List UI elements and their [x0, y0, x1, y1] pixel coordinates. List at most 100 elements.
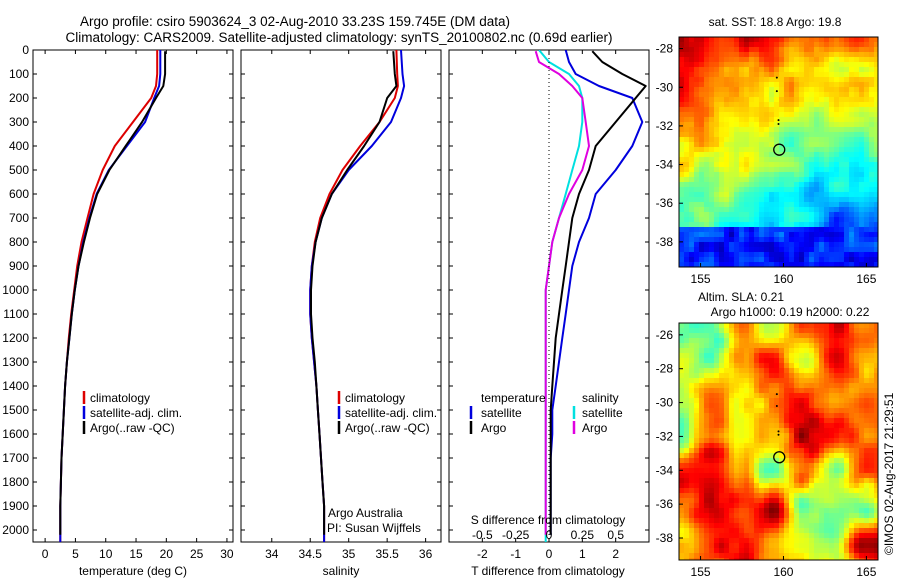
- g-sla-cell: [684, 438, 690, 444]
- g-sst-cell: [829, 217, 835, 223]
- g-sla-cell: [719, 368, 725, 374]
- g-sla-cell: [694, 348, 700, 354]
- g-sla-cell: [824, 493, 830, 499]
- g-sla-cell: [819, 443, 825, 449]
- g-sla-cell: [754, 528, 760, 534]
- g-sst-cell: [774, 107, 780, 113]
- g-sst-cell: [749, 92, 755, 98]
- g-sst-cell: [819, 182, 825, 188]
- g-sst-cell: [844, 87, 850, 93]
- g-sla-cell: [789, 498, 795, 504]
- g-sst-cell: [704, 37, 710, 43]
- g-sla-cell: [784, 508, 790, 514]
- g-sst-ytick-label: -38: [656, 235, 674, 249]
- g-sst-cell: [749, 182, 755, 188]
- g-sla-cell: [819, 343, 825, 349]
- g-sla-cell: [684, 343, 690, 349]
- g-sst-cell: [734, 182, 740, 188]
- g-sla-cell: [764, 418, 770, 424]
- g-sla-cell: [769, 523, 775, 529]
- g-sst-cell: [694, 227, 700, 233]
- g-sst-cell: [814, 92, 820, 98]
- g-sst-cell: [764, 172, 770, 178]
- g-sst-cell: [689, 187, 695, 193]
- g-sla-cell: [699, 443, 705, 449]
- g-sla-cell: [874, 348, 878, 354]
- g-sla-cell: [789, 383, 795, 389]
- g-sla-cell: [819, 503, 825, 509]
- g-sst-cell: [724, 247, 730, 253]
- g-sla-cell: [854, 368, 860, 374]
- g-sst-cell: [814, 227, 820, 233]
- g-sst-cell: [834, 222, 840, 228]
- g-sla-cell: [724, 458, 730, 464]
- g-sst-cell: [829, 107, 835, 113]
- g-sst-cell: [704, 182, 710, 188]
- g-sla-cell: [709, 368, 715, 374]
- g-sst-cell: [759, 77, 765, 83]
- g-sst-cell: [734, 242, 740, 248]
- g-sst-cell: [804, 52, 810, 58]
- g-sst-cell: [834, 242, 840, 248]
- g-sla-cell: [724, 483, 730, 489]
- g-sla-cell: [769, 453, 775, 459]
- g-sst-cell: [774, 102, 780, 108]
- g-sst-cell: [764, 167, 770, 173]
- g-sst-cell: [719, 182, 725, 188]
- g-sla-cell: [779, 458, 785, 464]
- g-sla-cell: [754, 558, 760, 560]
- g-sst-cell: [719, 157, 725, 163]
- g-sst-cell: [714, 97, 720, 103]
- g-sla-cell: [799, 338, 805, 344]
- g-sla-cell: [744, 493, 750, 499]
- g-sst-cell: [744, 62, 750, 68]
- g-sst-cell: [859, 132, 865, 138]
- g-sla-cell: [679, 363, 685, 369]
- g-sst-cell: [714, 257, 720, 263]
- g-sst-cell: [824, 107, 830, 113]
- g-sla-cell: [789, 323, 795, 329]
- g-sst-cell: [859, 142, 865, 148]
- g-sla-cell: [799, 518, 805, 524]
- g-sst-cell: [744, 102, 750, 108]
- g-sla-cell: [754, 458, 760, 464]
- g-sla-cell: [734, 513, 740, 519]
- g-sla-cell: [799, 383, 805, 389]
- g-sst-cell: [749, 142, 755, 148]
- g-sla-cell: [764, 383, 770, 389]
- g-sla-cell: [824, 368, 830, 374]
- g-sla-cell: [719, 493, 725, 499]
- g-sla-cell: [864, 493, 870, 499]
- g-sla-cell: [869, 363, 875, 369]
- g-sst-cell: [709, 97, 715, 103]
- g-sla-cell: [779, 338, 785, 344]
- g-sst-cell: [864, 232, 870, 238]
- temp-legend-argo: Argo(..raw -QC): [90, 421, 175, 435]
- g-sst-cell: [784, 192, 790, 198]
- g-sla-cell: [769, 443, 775, 449]
- g-sla-cell: [864, 388, 870, 394]
- g-sla-cell: [759, 513, 765, 519]
- g-sst-cell: [844, 247, 850, 253]
- g-sst-cell: [829, 247, 835, 253]
- g-sst-cell: [764, 152, 770, 158]
- g-sla-cell: [694, 493, 700, 499]
- g-sst-cell: [774, 77, 780, 83]
- g-sst-cell: [874, 72, 878, 78]
- g-sst-cell: [804, 97, 810, 103]
- g-sla-cell: [869, 543, 875, 549]
- g-sst-cell: [869, 217, 875, 223]
- g-sst-cell: [734, 67, 740, 73]
- g-sst-cell: [689, 67, 695, 73]
- g-sst-cell: [689, 202, 695, 208]
- g-sst-cell: [844, 167, 850, 173]
- g-sst-cell: [819, 92, 825, 98]
- g-sla-cell: [704, 453, 710, 459]
- g-sla-cell: [869, 388, 875, 394]
- g-sst-cell: [679, 147, 685, 153]
- g-sst-cell: [769, 157, 775, 163]
- g-sla-cell: [864, 548, 870, 554]
- g-sla-cell: [824, 443, 830, 449]
- g-sst-cell: [724, 37, 730, 43]
- g-sal-xtick-label: 34: [265, 547, 279, 561]
